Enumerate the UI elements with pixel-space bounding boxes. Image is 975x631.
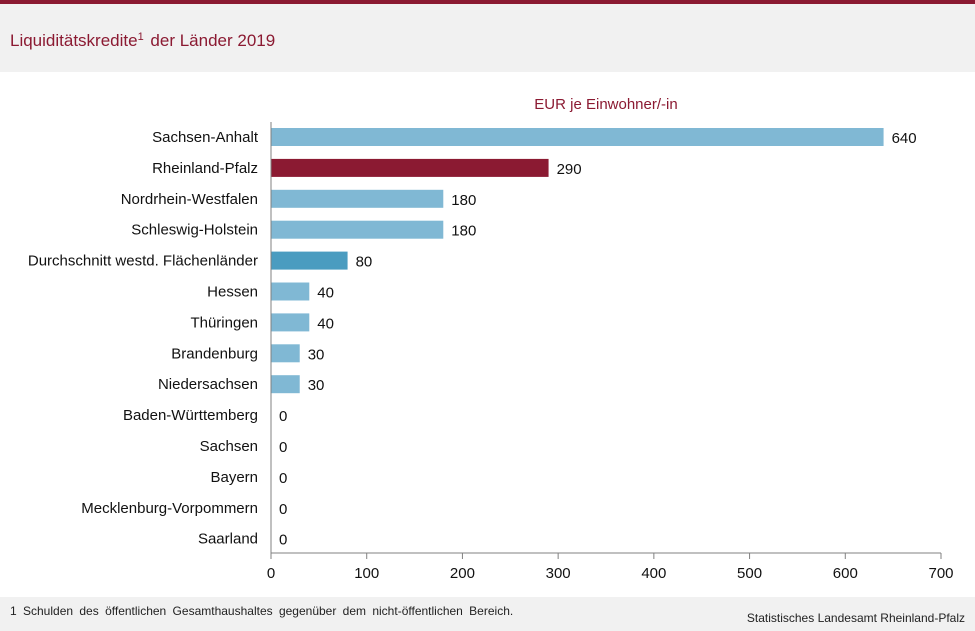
category-label: Bayern [210,469,258,486]
data-label: 290 [557,161,582,178]
title-rest: der Länder 2019 [145,31,276,50]
bar [271,282,310,301]
title-footnote-marker: 1 [137,31,144,43]
bar [271,158,549,177]
data-label: 0 [279,408,287,425]
data-label: 0 [279,501,287,518]
bar [271,313,310,332]
category-label: Thüringen [190,314,258,331]
data-label: 180 [451,192,476,209]
data-label: 40 [317,285,334,302]
bar [271,375,300,394]
bar [271,128,884,146]
x-tick-label: 500 [737,565,762,582]
category-label: Sachsen [200,438,258,455]
data-label: 640 [892,130,917,147]
x-tick-label: 400 [641,565,666,582]
category-label: Saarland [198,531,258,548]
bar [271,189,444,208]
x-tick-label: 700 [928,565,953,582]
title-main: Liquiditätskredite [10,31,138,50]
x-tick-label: 300 [546,565,571,582]
data-label: 0 [279,439,287,456]
page-title: Liquiditätskredite1 der Länder 2019 [10,31,275,51]
footnote: 1 Schulden des öffentlichen Gesamthausha… [10,604,514,618]
data-label: 180 [451,223,476,240]
category-label: Mecklenburg-Vorpommern [81,500,258,517]
data-label: 0 [279,470,287,487]
bar [271,344,300,363]
category-label: Brandenburg [171,345,258,362]
category-label: Nordrhein-Westfalen [121,191,258,208]
data-label: 40 [317,315,334,332]
x-tick-label: 100 [354,565,379,582]
unit-label: EUR je Einwohner/-in [534,96,677,113]
bar [271,251,348,270]
header-separator [0,72,975,82]
x-tick-label: 0 [267,565,275,582]
bar-chart: EUR je Einwohner/-in Sachsen-Anhalt 640 Rhe… [0,82,975,597]
source-credit: Statistisches Landesamt Rheinland-Pfalz [746,611,965,625]
category-label: Niedersachsen [158,376,258,393]
x-tick-label: 200 [450,565,475,582]
category-label: Baden-Württemberg [123,407,258,424]
data-label: 80 [356,254,373,271]
category-label: Hessen [207,284,258,301]
category-label: Durchschnitt westd. Flächenländer [28,253,258,270]
category-label: Schleswig-Holstein [131,222,258,239]
data-label: 30 [308,377,325,394]
category-label: Sachsen-Anhalt [152,129,259,146]
data-label: 0 [279,532,287,549]
x-tick-label: 600 [833,565,858,582]
bar [271,220,444,239]
data-label: 30 [308,346,325,363]
category-label: Rheinland-Pfalz [152,160,258,177]
top-accent-bar [0,0,975,4]
